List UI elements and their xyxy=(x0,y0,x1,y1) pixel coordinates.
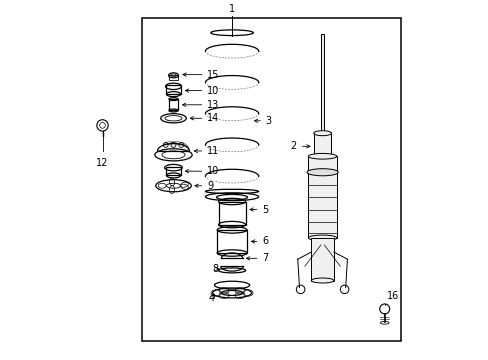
Ellipse shape xyxy=(310,278,333,283)
Bar xyxy=(217,230,246,253)
Text: 3: 3 xyxy=(254,116,271,126)
Text: 13: 13 xyxy=(182,100,219,110)
Bar xyxy=(321,34,324,135)
Text: 1: 1 xyxy=(228,4,235,14)
Ellipse shape xyxy=(306,169,338,176)
Ellipse shape xyxy=(313,154,331,159)
Text: 7: 7 xyxy=(246,253,268,263)
Bar xyxy=(313,133,331,156)
Text: 6: 6 xyxy=(251,237,268,247)
Text: 10: 10 xyxy=(185,86,219,96)
Text: 14: 14 xyxy=(190,113,219,123)
Text: 11: 11 xyxy=(194,146,219,156)
Text: 9: 9 xyxy=(195,181,213,191)
Bar xyxy=(166,167,180,175)
Text: 12: 12 xyxy=(96,158,108,168)
Text: 2: 2 xyxy=(290,141,309,151)
Text: 15: 15 xyxy=(183,69,219,80)
Bar xyxy=(169,75,178,80)
Bar xyxy=(141,18,400,341)
Text: 10: 10 xyxy=(185,166,219,176)
Bar xyxy=(308,156,336,238)
Text: 8: 8 xyxy=(212,264,218,274)
Text: 5: 5 xyxy=(249,204,268,215)
Bar xyxy=(166,85,180,94)
Ellipse shape xyxy=(313,131,331,136)
Bar xyxy=(310,238,333,280)
Ellipse shape xyxy=(308,153,336,159)
Text: 16: 16 xyxy=(386,291,398,301)
Ellipse shape xyxy=(308,235,336,241)
Bar xyxy=(218,202,245,225)
Bar xyxy=(168,99,178,111)
Text: 4: 4 xyxy=(208,293,215,303)
